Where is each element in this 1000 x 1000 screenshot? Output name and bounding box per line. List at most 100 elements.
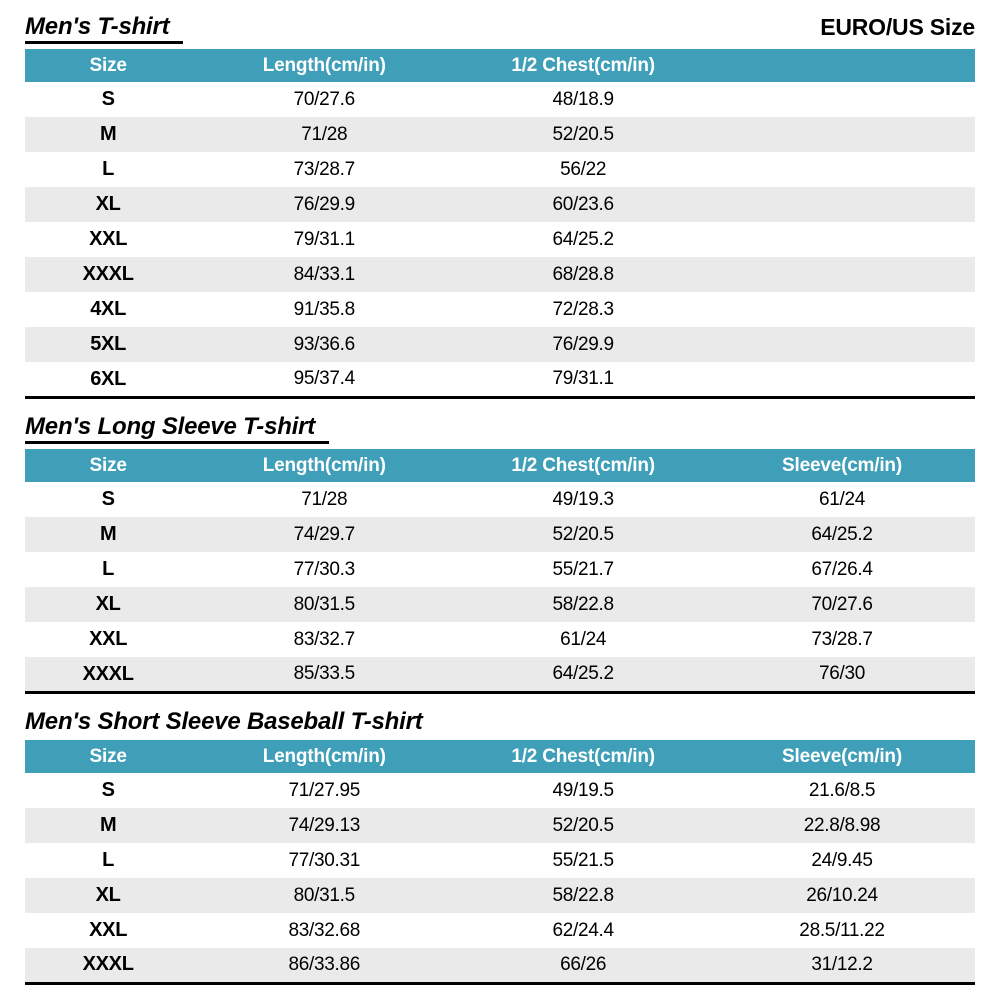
size-table-section-1: Men's T-shirt EURO/US Size Size Length(cm/i…: [25, 13, 975, 399]
table-row: XXL 79/31.1 64/25.2: [25, 222, 975, 257]
value-cell: 73/28.7: [811, 628, 873, 650]
column-header: Length(cm/in): [191, 449, 458, 483]
value-cell: 93/36.6: [293, 333, 356, 355]
empty-cell: [709, 362, 975, 397]
table-body: S 71/28 49/19.3 61/24 M 74/29.7 52/20.5 64/25.2…: [25, 482, 975, 693]
value-cell: 80/31.5: [293, 884, 356, 906]
empty-cell: [709, 257, 975, 292]
value-cell: 26/10.24: [806, 884, 878, 906]
value-cell: 48/18.9: [552, 88, 614, 110]
size-cell: XXXL: [82, 263, 134, 286]
table-row: XL 80/31.5 58/22.8 26/10.24: [25, 878, 975, 914]
value-cell: 76/30: [818, 663, 866, 685]
table-row: XL 80/31.5 58/22.8 70/27.6: [25, 587, 975, 623]
size-cell: XXXL: [82, 662, 134, 685]
value-cell: 76/29.9: [293, 193, 356, 215]
table-row: L 77/30.31 55/21.5 24/9.45: [25, 843, 975, 878]
value-cell: 56/22: [560, 158, 607, 180]
value-cell: 83/32.7: [293, 628, 356, 650]
value-cell: 62/24.4: [552, 919, 614, 941]
size-cell: S: [101, 88, 115, 111]
value-cell: 67/26.4: [811, 558, 873, 580]
value-cell: 68/28.8: [552, 263, 614, 285]
size-table-section-3: Men's Short Sleeve Baseball T-shirt Size L…: [25, 707, 975, 985]
table-header: Size Length(cm/in) 1/2 Chest(cm/in): [25, 49, 975, 83]
column-header: Length(cm/in): [191, 740, 458, 774]
size-cell: XL: [95, 884, 121, 907]
value-cell: 49/19.5: [552, 779, 614, 801]
column-header: Size: [25, 449, 192, 483]
value-cell: 72/28.3: [552, 298, 614, 320]
table-row: XL 76/29.9 60/23.6: [25, 187, 975, 223]
empty-cell: [709, 292, 975, 327]
table-body: S 71/27.95 49/19.5 21.6/8.5 M 74/29.13 52/20.5…: [25, 773, 975, 984]
size-cell: XXL: [89, 228, 128, 251]
empty-cell: [709, 82, 975, 117]
size-cell: S: [101, 779, 115, 802]
value-cell: 91/35.8: [293, 298, 356, 320]
size-cell: XXL: [89, 919, 128, 942]
column-header: Length(cm/in): [191, 49, 458, 83]
size-cell: M: [99, 523, 117, 546]
value-cell: 70/27.6: [811, 593, 873, 615]
header-row: Size Length(cm/in) 1/2 Chest(cm/in) Sleeve(…: [25, 740, 975, 774]
value-cell: 64/25.2: [552, 228, 614, 250]
value-cell: 61/24: [560, 628, 607, 650]
value-cell: 24/9.45: [811, 849, 873, 871]
value-cell: 52/20.5: [552, 123, 614, 145]
size-cell: L: [102, 558, 115, 581]
table-row: S 70/27.6 48/18.9: [25, 82, 975, 117]
value-cell: 55/21.7: [552, 558, 614, 580]
table-title-row: Men's Long Sleeve T-shirt: [25, 413, 975, 449]
value-cell: 64/25.2: [811, 523, 873, 545]
value-cell: 77/30.3: [293, 558, 356, 580]
size-standard-label: EURO/US Size: [820, 14, 975, 40]
value-cell: 52/20.5: [552, 814, 614, 836]
column-header: 1/2 Chest(cm/in): [457, 449, 709, 483]
value-cell: 77/30.31: [288, 849, 361, 871]
header-row: Size Length(cm/in) 1/2 Chest(cm/in): [25, 49, 975, 83]
value-cell: 70/27.6: [293, 88, 356, 110]
value-cell: 55/21.5: [552, 849, 614, 871]
value-cell: 52/20.5: [552, 523, 614, 545]
column-header: Sleeve(cm/in): [709, 449, 975, 483]
value-cell: 73/28.7: [293, 158, 356, 180]
table-row: S 71/28 49/19.3 61/24: [25, 482, 975, 517]
size-cell: 5XL: [90, 333, 127, 356]
size-cell: L: [102, 158, 115, 181]
table-body: S 70/27.6 48/18.9 M 71/28 52/20.5 L 73/28.7 56/2…: [25, 82, 975, 397]
column-header-empty: [709, 49, 975, 83]
value-cell: 95/37.4: [293, 368, 356, 390]
value-cell: 79/31.1: [552, 368, 614, 390]
value-cell: 79/31.1: [293, 228, 356, 250]
table-row: 6XL 95/37.4 79/31.1: [25, 362, 975, 397]
size-cell: XL: [95, 193, 121, 216]
value-cell: 85/33.5: [293, 663, 356, 685]
value-cell: 83/32.68: [288, 919, 361, 941]
header-row: Size Length(cm/in) 1/2 Chest(cm/in) Sleeve(…: [25, 449, 975, 483]
table-title: Men's T-shirt: [25, 13, 184, 45]
size-chart-page: Men's T-shirt EURO/US Size Size Length(cm/i…: [25, 13, 975, 985]
table-title: Men's Short Sleeve Baseball T-shirt: [25, 707, 423, 735]
size-table-section-2: Men's Long Sleeve T-shirt Size Length(cm/i…: [25, 413, 975, 694]
size-cell: XXL: [89, 628, 128, 651]
empty-cell: [709, 117, 975, 152]
value-cell: 86/33.86: [288, 953, 361, 975]
table-title-row: Men's T-shirt EURO/US Size: [25, 13, 975, 49]
column-header: 1/2 Chest(cm/in): [457, 740, 709, 774]
table-row: M 74/29.13 52/20.5 22.8/8.98: [25, 808, 975, 844]
table-row: M 74/29.7 52/20.5 64/25.2: [25, 517, 975, 553]
size-cell: S: [101, 488, 115, 511]
column-header: Size: [25, 49, 192, 83]
value-cell: 80/31.5: [293, 593, 356, 615]
value-cell: 60/23.6: [552, 193, 614, 215]
value-cell: 74/29.7: [293, 523, 356, 545]
value-cell: 66/26: [560, 953, 607, 975]
column-header: Size: [25, 740, 192, 774]
table-row: XXXL 86/33.86 66/26 31/12.2: [25, 948, 975, 984]
size-cell: 4XL: [90, 298, 127, 321]
table-row: 4XL 91/35.8 72/28.3: [25, 292, 975, 327]
table-title-row: Men's Short Sleeve Baseball T-shirt: [25, 707, 975, 740]
size-table: Size Length(cm/in) 1/2 Chest(cm/in) Sleeve(…: [25, 740, 975, 985]
table-row: S 71/27.95 49/19.5 21.6/8.5: [25, 773, 975, 808]
